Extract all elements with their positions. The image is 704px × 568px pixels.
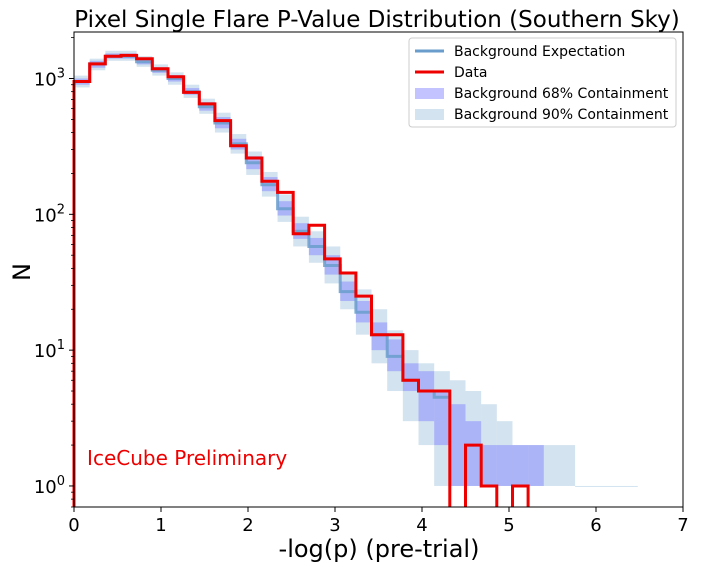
x-tick-label: 5 — [503, 515, 514, 536]
band-90-bin — [465, 391, 482, 486]
x-axis-ticks: 0 1 2 3 4 5 6 7 — [68, 507, 689, 536]
y-tick-label: 103 — [34, 67, 65, 91]
band-90-bin — [496, 421, 513, 486]
chart-title: Pixel Single Flare P-Value Distribution … — [74, 7, 680, 33]
legend-label: Background 68% Containment — [454, 86, 669, 102]
band-90-bin — [575, 485, 591, 487]
legend-label: Background 90% Containment — [454, 107, 669, 123]
legend-label: Data — [454, 65, 487, 81]
band-90-bin — [418, 363, 435, 446]
x-tick-label: 3 — [329, 515, 340, 536]
background-expectation-line — [74, 54, 450, 399]
x-tick-label: 4 — [416, 515, 427, 536]
band-90-bin — [449, 380, 466, 486]
legend-swatch — [415, 88, 444, 99]
data-line — [72, 53, 530, 507]
band-90-bin — [543, 445, 560, 486]
band-90-bin — [606, 485, 623, 487]
band-90-bin — [371, 309, 388, 364]
band-90-bin — [512, 445, 529, 486]
band-68-bin — [512, 445, 529, 486]
band-68-bin — [434, 391, 450, 446]
plot-frame — [73, 31, 684, 508]
band-90-bin — [528, 445, 544, 486]
legend: Background Expectation Data Background 68%… — [408, 37, 677, 128]
x-tick-label: 6 — [590, 515, 601, 536]
band-90-bin — [481, 404, 497, 486]
x-tick-label: 7 — [677, 515, 688, 536]
band-68-bin — [371, 322, 388, 351]
x-tick-label: 2 — [242, 515, 253, 536]
band-68-bin — [449, 404, 466, 486]
y-tick-label: 101 — [34, 338, 65, 362]
icecube-preliminary-annotation: IceCube Preliminary — [87, 446, 287, 470]
y-tick-label: 102 — [34, 202, 65, 226]
x-tick-label: 0 — [68, 515, 79, 536]
band-90-bin — [622, 485, 638, 487]
y-tick-label: 100 — [34, 474, 65, 498]
y-axis-ticks: 100 101 102 103 — [34, 37, 74, 508]
band-90-bin — [434, 371, 450, 486]
band-90-bin — [590, 485, 607, 487]
band-68-bin — [496, 445, 513, 486]
band-68-bin — [528, 445, 544, 486]
band-90-bin — [387, 330, 403, 392]
y-axis-label: N — [8, 263, 36, 281]
band-68-bin — [481, 445, 497, 486]
legend-label: Background Expectation — [454, 44, 625, 60]
band-90-bin — [559, 445, 576, 486]
legend-swatch — [415, 109, 444, 120]
x-tick-label: 1 — [155, 515, 166, 536]
x-axis-label: -log(p) (pre-trial) — [279, 535, 480, 563]
band-90-bin — [402, 350, 419, 422]
legend-box — [408, 37, 677, 128]
band-68-bin — [465, 421, 482, 486]
band-68-bin — [402, 363, 419, 392]
band-68-bin — [418, 371, 435, 422]
